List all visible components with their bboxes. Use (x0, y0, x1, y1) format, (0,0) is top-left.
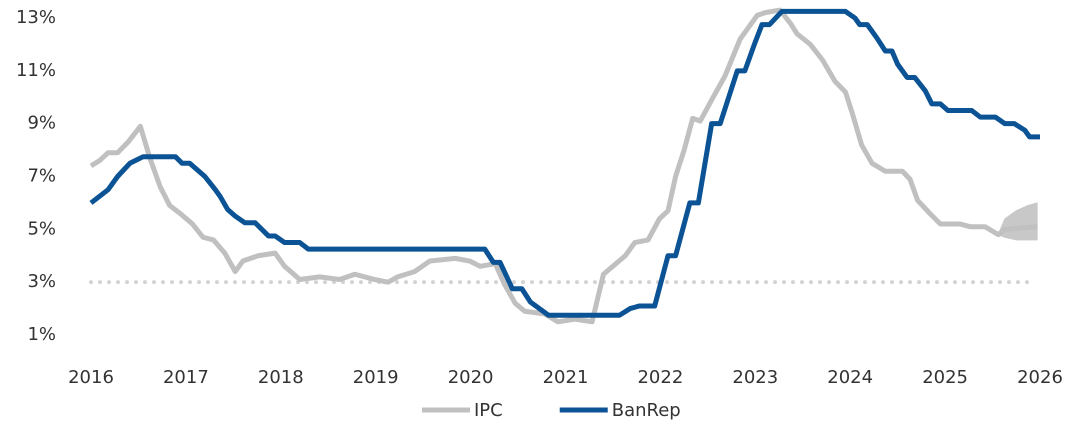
y-tick-label: 5% (27, 218, 56, 239)
legend-label: BanRep (612, 400, 681, 421)
x-tick-label: 2023 (732, 367, 778, 388)
y-tick-label: 7% (27, 166, 56, 187)
series-line (89, 7, 1038, 325)
y-tick-label: 3% (27, 271, 56, 292)
x-tick-label: 2016 (68, 367, 114, 388)
y-tick-label: 1% (27, 324, 56, 345)
x-tick-label: 2024 (827, 367, 873, 388)
y-tick-label: 13% (16, 7, 56, 28)
x-tick-label: 2021 (543, 367, 589, 388)
y-tick-label: 9% (27, 113, 56, 134)
y-tick-label: 11% (16, 60, 56, 81)
x-tick-label: 2019 (353, 367, 399, 388)
forecast-band (997, 202, 1038, 241)
series-line (89, 8, 1040, 318)
x-tick-label: 2017 (163, 367, 209, 388)
x-tick-label: 2020 (448, 367, 494, 388)
legend-label: IPC (474, 400, 503, 421)
x-tick-label: 2026 (1017, 367, 1063, 388)
x-tick-label: 2022 (637, 367, 683, 388)
x-tick-label: 2025 (922, 367, 968, 388)
x-tick-label: 2018 (258, 367, 304, 388)
